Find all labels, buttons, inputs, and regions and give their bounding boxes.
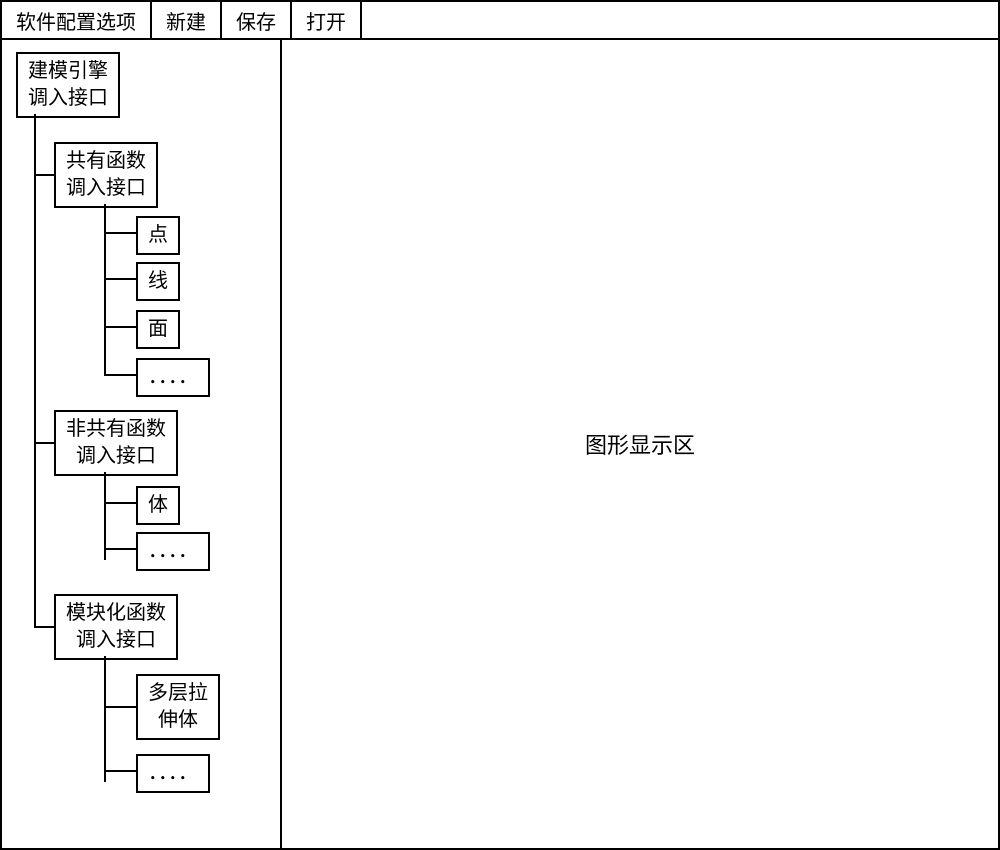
- tree-connector: [104, 502, 136, 504]
- menu-save[interactable]: 保存: [222, 2, 292, 38]
- menu-open[interactable]: 打开: [292, 2, 362, 38]
- tree-connector: [104, 472, 106, 560]
- tree-root[interactable]: 建模引擎 调入接口: [16, 52, 120, 118]
- tree-group-shared[interactable]: 共有函数 调入接口: [54, 142, 158, 208]
- tree-root-line2: 调入接口: [28, 85, 108, 112]
- tree-leaf-solid[interactable]: 体: [136, 486, 180, 525]
- tree-group-shared-line1: 共有函数: [66, 148, 146, 175]
- tree-connector: [104, 374, 136, 376]
- tree-root-line1: 建模引擎: [28, 58, 108, 85]
- tree-panel: 建模引擎 调入接口 共有函数 调入接口 点 线 面 ．．．．: [2, 40, 282, 848]
- tree-trunk: [34, 114, 36, 628]
- display-area: 图形显示区: [282, 40, 998, 848]
- tree-leaf-multilayer-line2: 伸体: [148, 707, 208, 734]
- tree-leaf-more3[interactable]: ．．．．: [136, 754, 210, 793]
- tree-connector: [104, 278, 136, 280]
- tree-group-nonshared-line2: 调入接口: [66, 443, 166, 470]
- tree-group-modular-line2: 调入接口: [66, 627, 166, 654]
- tree-connector: [104, 656, 106, 782]
- tree-connector: [104, 326, 136, 328]
- tree-group-modular[interactable]: 模块化函数 调入接口: [54, 594, 178, 660]
- main-body: 建模引擎 调入接口 共有函数 调入接口 点 线 面 ．．．．: [2, 40, 998, 848]
- menu-new[interactable]: 新建: [152, 2, 222, 38]
- menu-config[interactable]: 软件配置选项: [2, 2, 152, 38]
- tree-leaf-face[interactable]: 面: [136, 310, 180, 349]
- tree-leaf-more1[interactable]: ．．．．: [136, 358, 210, 397]
- tree-connector: [104, 548, 136, 550]
- tree-connector: [104, 706, 136, 708]
- tree-leaf-multilayer-line1: 多层拉: [148, 680, 208, 707]
- tree-group-nonshared[interactable]: 非共有函数 调入接口: [54, 410, 178, 476]
- tree-group-modular-line1: 模块化函数: [66, 600, 166, 627]
- tree-connector: [104, 770, 136, 772]
- tree-connector: [34, 442, 54, 444]
- tree-connector: [104, 232, 136, 234]
- app-window: 软件配置选项 新建 保存 打开 建模引擎 调入接口 共有函数 调入接口 点: [0, 0, 1000, 850]
- display-area-label: 图形显示区: [585, 428, 695, 460]
- tree-leaf-multilayer[interactable]: 多层拉 伸体: [136, 674, 220, 740]
- tree-group-shared-line2: 调入接口: [66, 175, 146, 202]
- tree-connector: [104, 204, 106, 374]
- menubar: 软件配置选项 新建 保存 打开: [2, 2, 998, 40]
- tree-group-nonshared-line1: 非共有函数: [66, 416, 166, 443]
- tree-leaf-line[interactable]: 线: [136, 262, 180, 301]
- tree-leaf-point[interactable]: 点: [136, 216, 180, 255]
- tree-connector: [34, 174, 54, 176]
- tree-connector: [34, 626, 54, 628]
- tree-leaf-more2[interactable]: ．．．．: [136, 532, 210, 571]
